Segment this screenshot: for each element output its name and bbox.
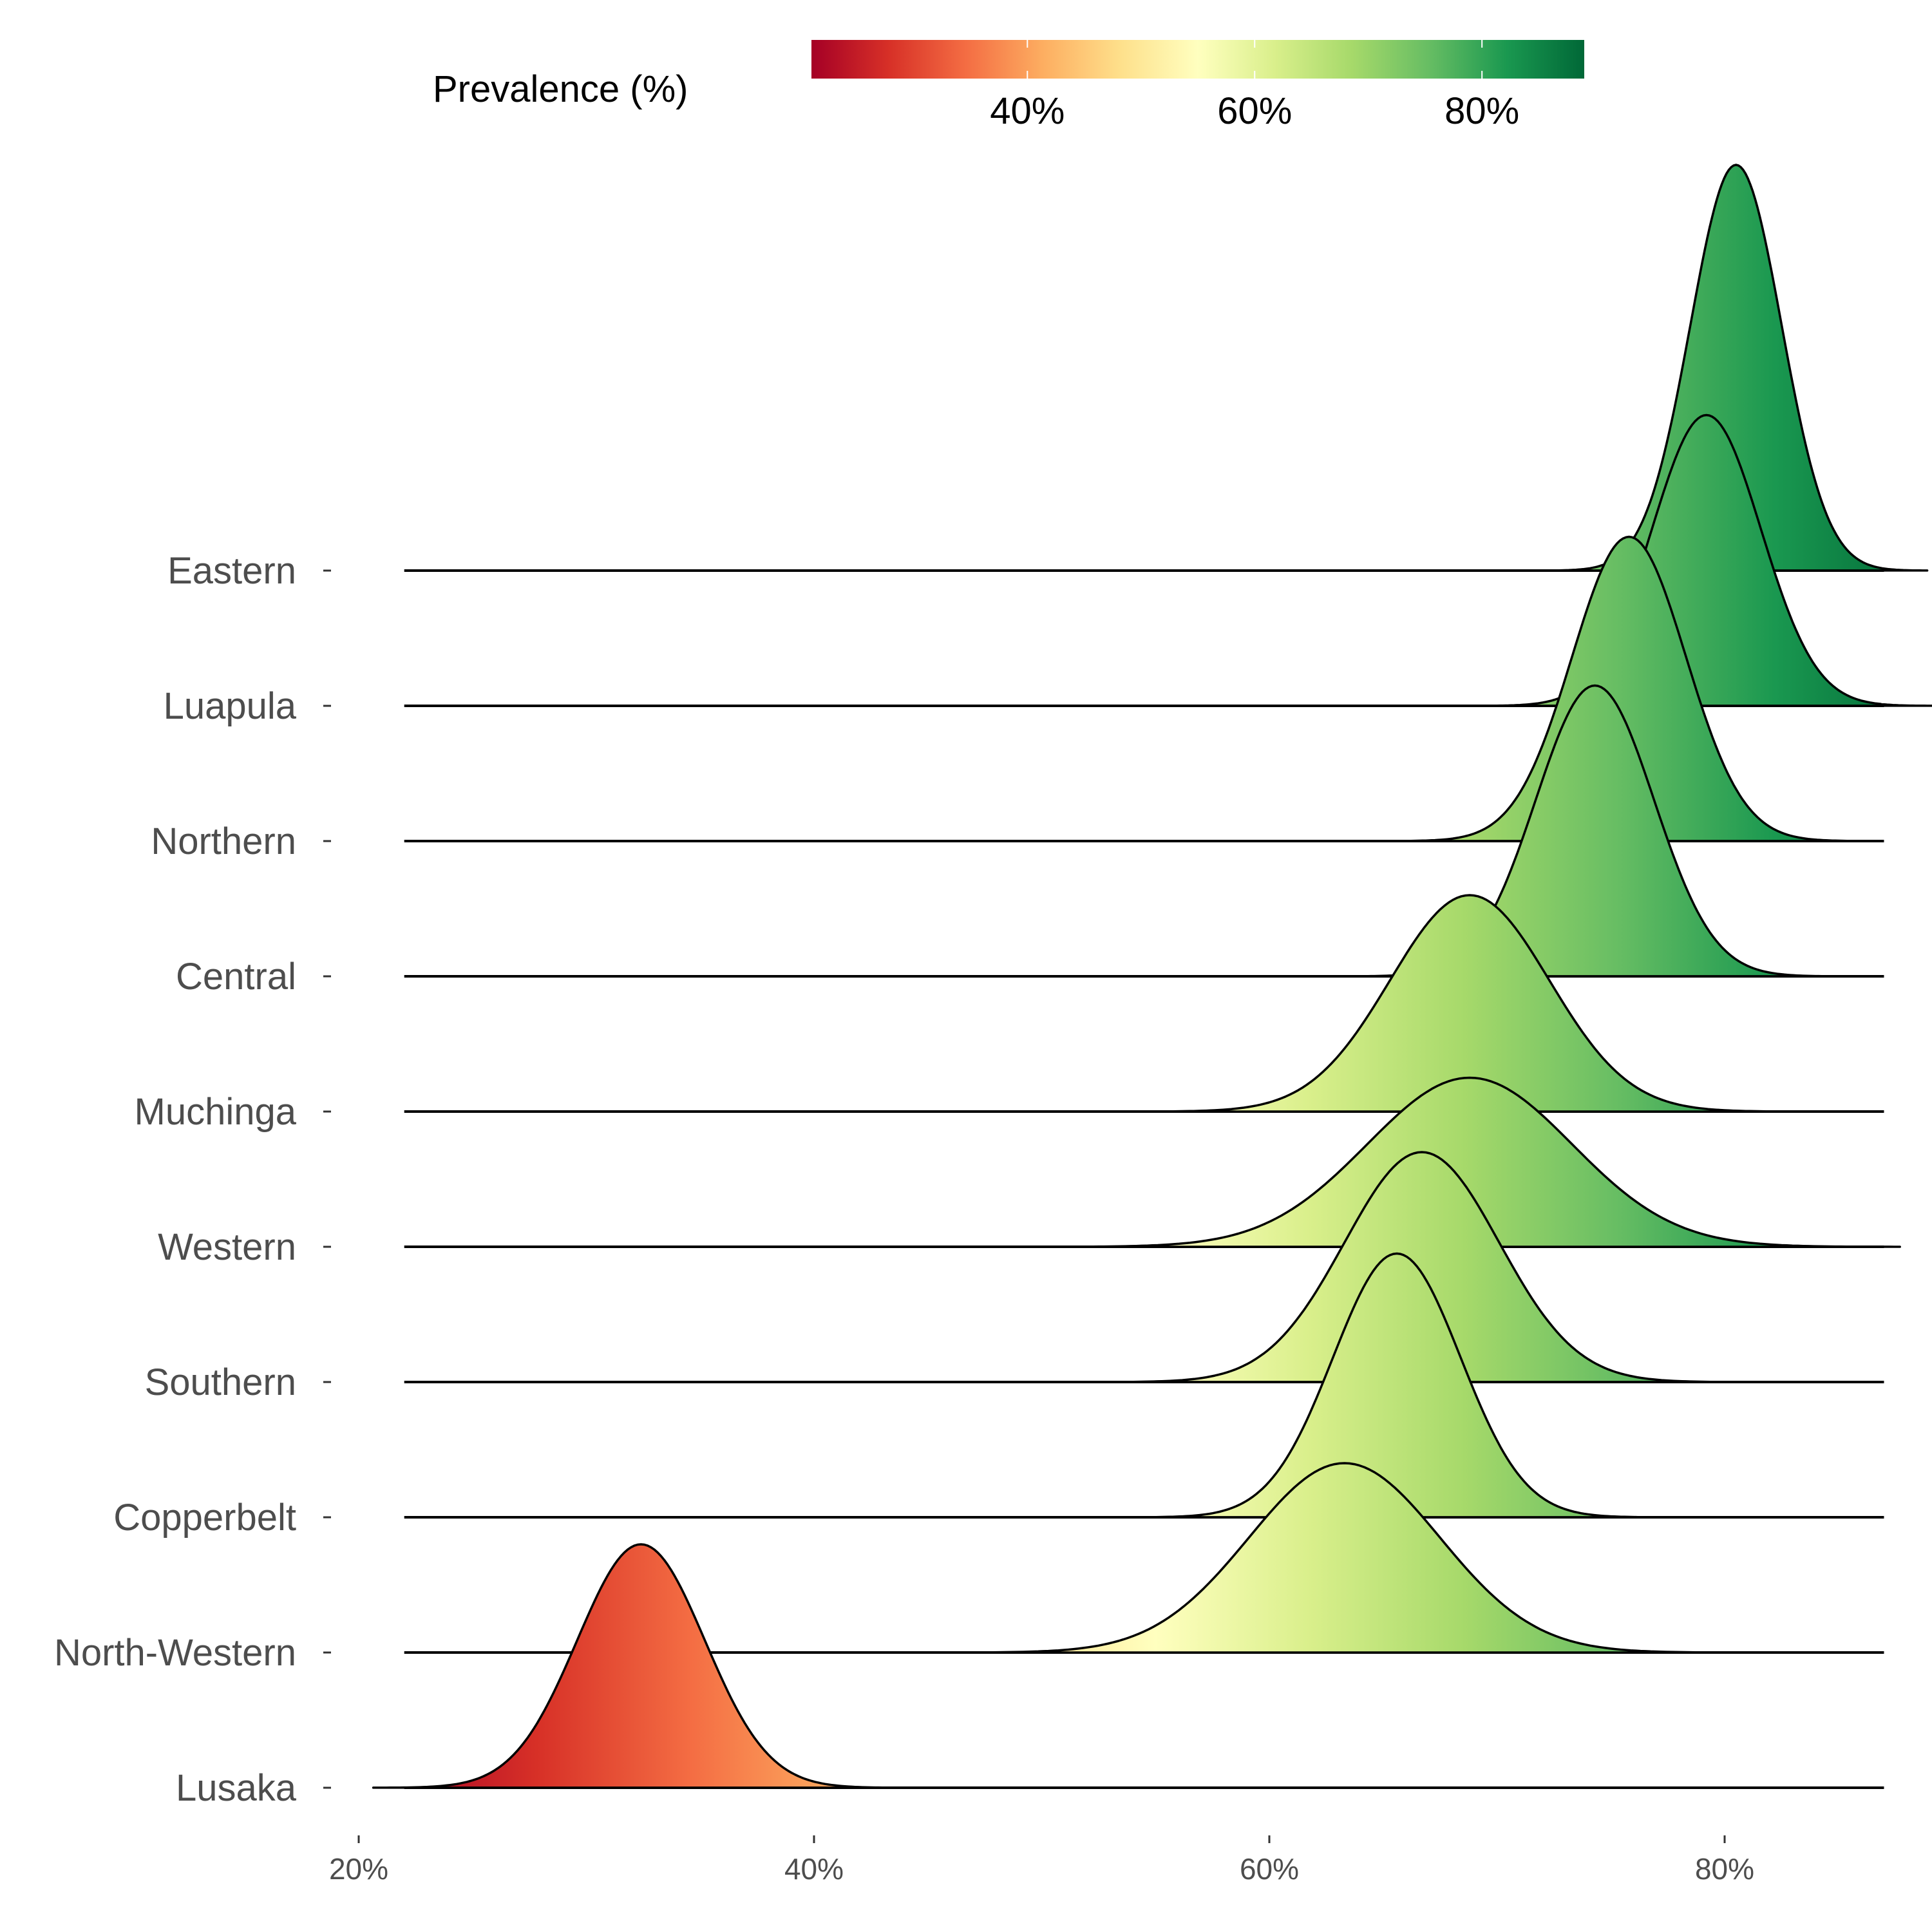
y-category-label: North-Western	[54, 1632, 296, 1674]
ridge-western	[404, 1076, 1901, 1248]
ridge-lusaka	[372, 1543, 1884, 1789]
ridges	[372, 164, 1932, 1789]
legend-colorbar	[811, 40, 1584, 79]
ridge-density-area	[372, 1543, 910, 1789]
ridge-density-area	[942, 1462, 1747, 1654]
ridge-southern	[404, 1151, 1884, 1383]
x-tick-label: 20%	[329, 1852, 388, 1886]
y-category-label: Lusaka	[176, 1767, 297, 1809]
legend-tick-label: 40%	[990, 90, 1065, 132]
ridge-density-area	[1133, 894, 1806, 1113]
legend-tick-label: 80%	[1444, 90, 1519, 132]
x-tick-label: 80%	[1695, 1852, 1754, 1886]
y-category-label: Western	[158, 1226, 296, 1268]
x-tick-label: 40%	[784, 1852, 844, 1886]
ridge-density-area	[1095, 1151, 1748, 1383]
y-category-label: Copperbelt	[113, 1497, 296, 1539]
ridge-luapula	[404, 413, 1932, 707]
y-category-label: Southern	[145, 1361, 296, 1403]
legend-tick-label: 60%	[1217, 90, 1292, 132]
legend-ticks: 40% 60% 80%	[990, 40, 1519, 132]
ridge-copperbelt	[404, 1252, 1884, 1519]
ridge-muchinga	[404, 894, 1884, 1113]
y-category-label: Luapula	[164, 685, 297, 727]
legend-title: Prevalence (%)	[433, 68, 688, 110]
ridge-density-area	[1128, 1252, 1666, 1519]
x-axis: 20% 40% 60% 80%	[329, 1835, 1754, 1886]
x-tick-label: 60%	[1240, 1852, 1299, 1886]
ridge-density-area	[1388, 535, 1870, 842]
y-category-label: Muchinga	[135, 1091, 297, 1133]
ridge-northern	[404, 535, 1884, 842]
ridge-density-area	[1038, 1076, 1901, 1248]
y-axis: Eastern Luapula Northern Central Muchinga Wes…	[54, 550, 331, 1809]
legend: Prevalence (%) 40% 60% 80%	[433, 40, 1584, 132]
y-category-label: Northern	[151, 820, 296, 862]
ridge-density-area	[1475, 413, 1932, 707]
y-category-label: Eastern	[167, 550, 296, 592]
y-category-label: Central	[176, 956, 296, 998]
